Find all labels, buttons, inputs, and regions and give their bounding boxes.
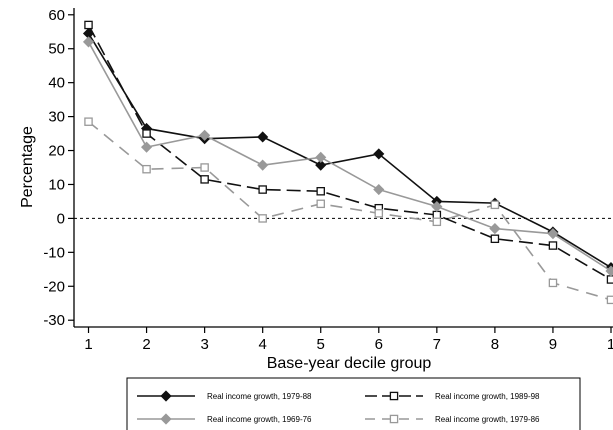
y-tick-label: 10 [48, 176, 65, 193]
data-point [199, 129, 211, 141]
x-tick-label: 3 [200, 336, 208, 353]
series-3 [82, 36, 613, 277]
data-point [432, 217, 442, 227]
data-point [490, 234, 500, 244]
y-tick-label: -10 [43, 244, 65, 261]
data-point [84, 117, 93, 126]
data-point [141, 141, 153, 153]
series-line [87, 24, 612, 281]
data-point [200, 163, 209, 172]
data-point [84, 20, 93, 30]
y-axis-title: Percentage [19, 126, 36, 208]
y-tick-label: 50 [48, 41, 65, 58]
data-point [258, 185, 267, 194]
legend-label: Real income growth, 1979-88 [207, 392, 312, 401]
y-tick-label: -20 [43, 278, 65, 295]
data-point [606, 275, 613, 284]
y-tick-label: 40 [48, 75, 65, 92]
data-point [605, 265, 613, 277]
series-group [82, 20, 613, 305]
data-point [142, 164, 151, 174]
y-tick-label: -30 [43, 312, 65, 329]
x-tick-label: 1 [84, 336, 92, 353]
data-point [316, 187, 325, 196]
series-2 [84, 20, 613, 284]
series-line [88, 121, 612, 301]
legend-marker [160, 413, 172, 425]
series-line [87, 41, 612, 272]
legend-marker [160, 390, 172, 402]
y-tick-label: 0 [57, 210, 65, 227]
x-axis-title: Base-year decile group [267, 355, 432, 372]
x-tick-label: 7 [433, 336, 441, 353]
x-tick-label: 8 [491, 336, 499, 353]
legend-label: Real income growth, 1989-98 [435, 392, 540, 401]
data-point [257, 131, 269, 143]
x-tick-label: 2 [142, 336, 150, 353]
x-tick-label: 4 [259, 336, 267, 353]
y-tick-label: 20 [48, 143, 65, 160]
legend-marker [389, 414, 399, 424]
data-point [431, 200, 443, 213]
data-point [315, 151, 327, 163]
y-tick-label: 30 [48, 109, 65, 126]
x-tick-label: 1 [607, 336, 613, 353]
data-point [373, 148, 385, 160]
legend-label: Real income growth, 1979-86 [435, 415, 540, 424]
data-point [257, 159, 269, 171]
data-point [489, 223, 501, 235]
data-point [548, 278, 558, 288]
data-point [490, 200, 500, 210]
series-1 [82, 27, 613, 274]
series-line [87, 33, 612, 269]
data-point [82, 36, 95, 48]
data-point [547, 228, 559, 240]
data-point [258, 214, 267, 223]
data-point [315, 159, 327, 171]
data-point [374, 209, 384, 218]
data-point [200, 175, 209, 184]
x-tick-label: 6 [375, 336, 383, 353]
x-tick-label: 5 [317, 336, 325, 353]
x-tick-label: 9 [549, 336, 557, 353]
axes [73, 8, 613, 328]
data-point [548, 241, 558, 250]
data-point [142, 129, 151, 138]
legend: Real income growth, 1979-88 Real income g… [126, 377, 581, 430]
y-tick-label: 60 [48, 7, 65, 24]
x-ticks: 1 2 3 4 5 6 7 8 9 1 [84, 327, 613, 353]
legend-marker [389, 391, 399, 401]
legend-box [126, 377, 581, 430]
legend-label: Real income growth, 1969-76 [207, 415, 312, 424]
data-point [316, 199, 325, 209]
data-point [606, 295, 613, 305]
data-point [373, 183, 385, 196]
data-point [432, 210, 442, 220]
y-ticks: 60 50 40 30 20 10 0 -10 -20 -30 [43, 7, 74, 329]
series-4 [84, 117, 613, 305]
